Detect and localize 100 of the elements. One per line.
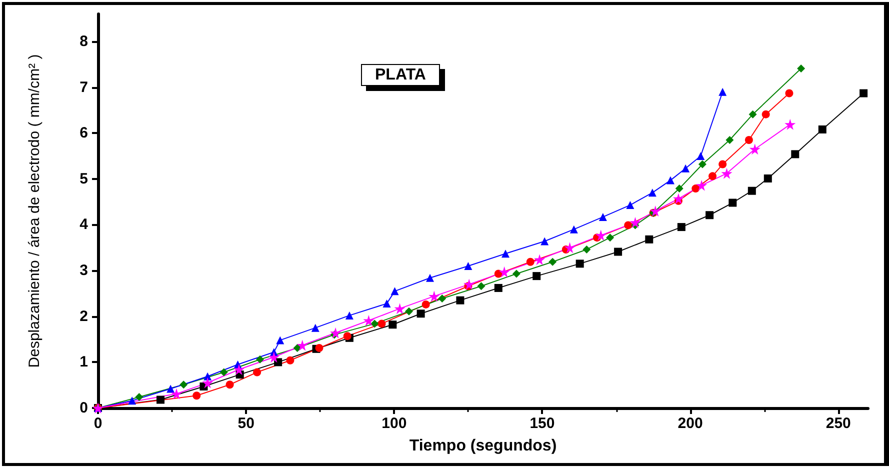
point — [682, 164, 690, 172]
point — [363, 314, 374, 326]
point — [390, 287, 399, 296]
point — [570, 225, 578, 234]
point — [675, 184, 684, 193]
point — [498, 266, 510, 278]
point — [749, 144, 760, 155]
point — [698, 160, 706, 168]
point — [438, 294, 446, 303]
point — [672, 193, 684, 204]
point — [477, 282, 486, 290]
point — [728, 198, 737, 207]
point — [370, 320, 379, 328]
point — [540, 237, 549, 246]
point — [378, 320, 386, 328]
point — [666, 176, 674, 184]
point — [315, 344, 324, 352]
point — [718, 88, 727, 96]
point — [564, 242, 576, 254]
y-axis-title: Desplazamiento / área de electrodo ( mm/cm² ) — [26, 54, 43, 368]
y-tick-label: 1 — [80, 354, 88, 371]
point — [624, 221, 632, 230]
point — [764, 174, 772, 182]
point — [797, 64, 806, 73]
point — [784, 118, 796, 130]
point — [650, 206, 661, 216]
y-tick-label: 3 — [80, 262, 88, 280]
point — [204, 372, 212, 380]
point — [630, 216, 641, 228]
point — [598, 212, 607, 221]
point — [416, 310, 425, 318]
y-tick-label: 5 — [80, 170, 88, 188]
point — [226, 380, 234, 389]
point — [422, 300, 430, 308]
point — [170, 388, 182, 400]
point — [696, 180, 708, 191]
point — [677, 223, 686, 232]
point — [256, 355, 264, 364]
point — [534, 254, 546, 266]
point — [180, 380, 188, 389]
y-tick-label: 6 — [80, 124, 88, 142]
point — [502, 250, 510, 258]
point — [748, 110, 757, 118]
text: PLATA — [375, 66, 426, 84]
point — [202, 377, 214, 388]
y-tick-label: 0 — [80, 400, 88, 416]
point — [718, 160, 727, 168]
point — [696, 152, 705, 160]
x-tick-label: 50 — [238, 415, 254, 432]
point — [286, 356, 294, 364]
point — [648, 188, 656, 197]
point — [748, 186, 756, 195]
point — [233, 364, 244, 376]
x-tick-label: 150 — [530, 415, 555, 432]
point — [220, 368, 228, 376]
point — [614, 248, 622, 256]
point — [253, 368, 262, 376]
point — [382, 300, 391, 308]
point — [330, 327, 342, 338]
point — [428, 290, 440, 302]
point — [426, 274, 434, 282]
point — [166, 384, 175, 393]
point — [692, 184, 700, 193]
y-tick-label: 4 — [80, 216, 89, 234]
point — [394, 303, 406, 314]
y-tick-label: 8 — [80, 32, 88, 50]
point — [548, 258, 557, 266]
point — [135, 393, 144, 402]
point — [708, 172, 717, 180]
point — [345, 311, 354, 320]
point — [595, 230, 606, 241]
point — [526, 258, 534, 266]
point — [606, 234, 614, 242]
point — [744, 136, 753, 144]
point — [706, 211, 714, 220]
x-tick-label: 0 — [94, 415, 102, 432]
point — [494, 284, 502, 292]
point — [192, 392, 201, 400]
point — [791, 150, 800, 158]
point — [456, 296, 464, 304]
point — [785, 89, 794, 98]
x-tick-label: 100 — [382, 415, 407, 432]
point — [626, 201, 634, 210]
point — [464, 262, 472, 270]
point — [404, 307, 413, 316]
point — [388, 320, 397, 329]
x-axis-title: Tiempo (segundos) — [409, 438, 557, 454]
point — [762, 110, 770, 118]
point — [818, 125, 826, 134]
point — [268, 352, 280, 363]
y-tick-label: 7 — [80, 78, 88, 96]
point — [532, 272, 541, 280]
point — [860, 89, 868, 98]
point — [128, 396, 136, 405]
point — [311, 324, 320, 332]
point — [156, 396, 164, 404]
point — [464, 278, 475, 290]
point — [512, 270, 520, 278]
point — [276, 336, 284, 344]
point — [721, 168, 732, 179]
